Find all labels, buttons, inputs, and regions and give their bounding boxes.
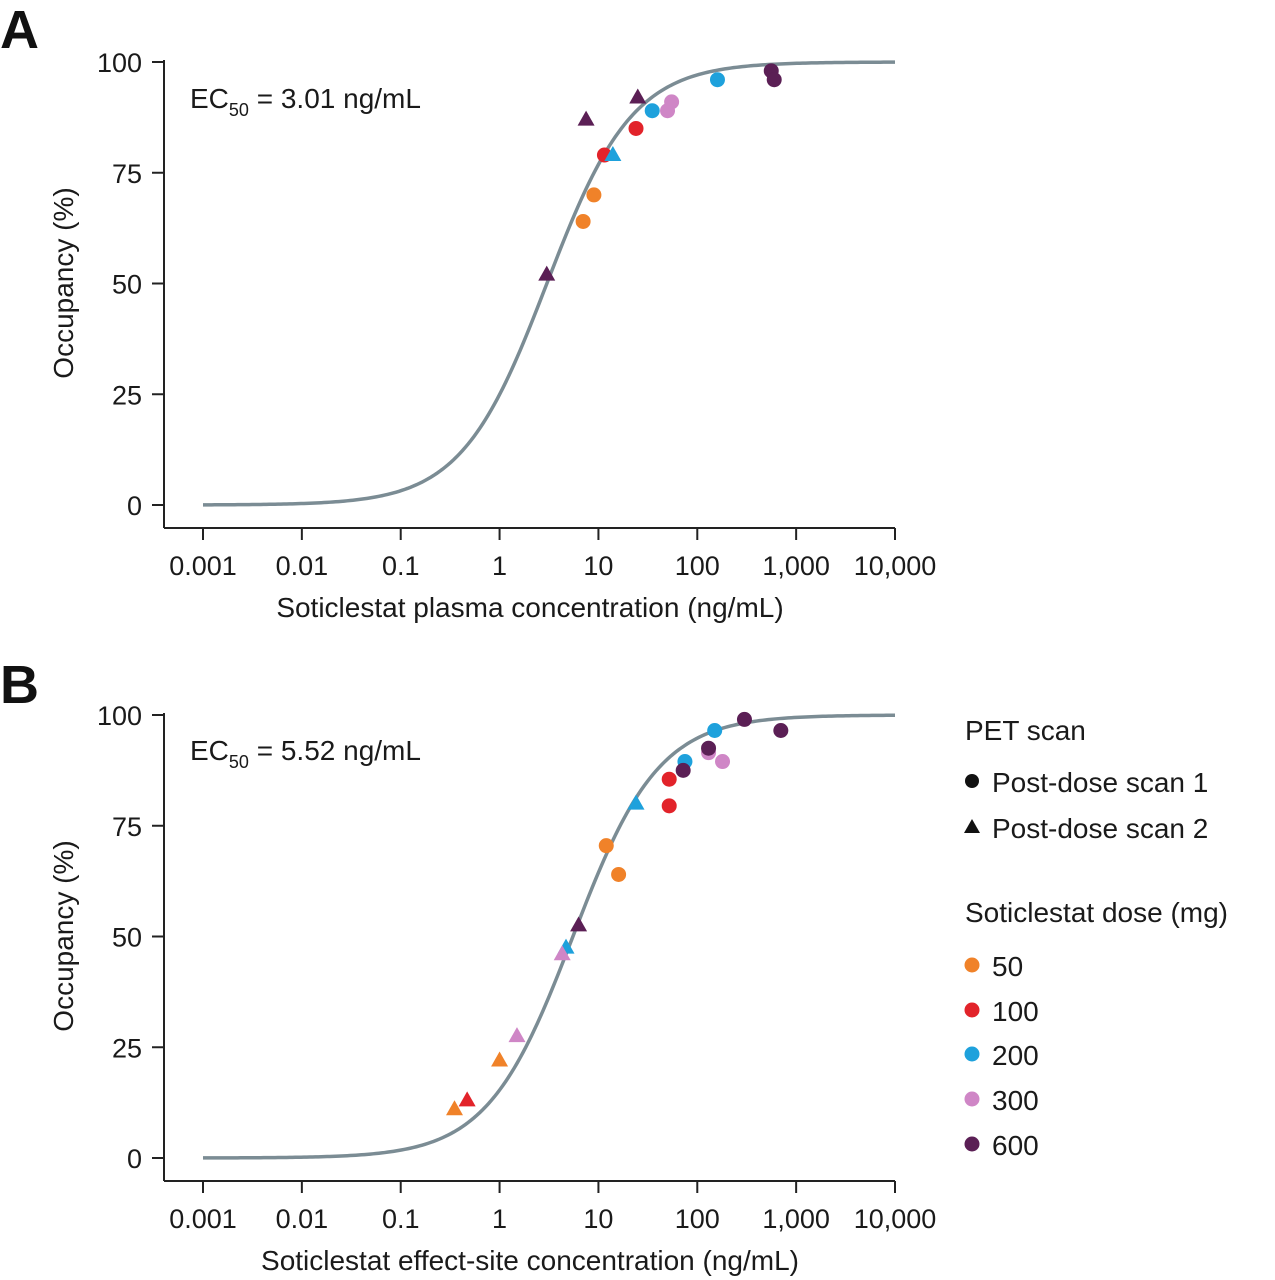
panel-a-ec50-prefix: EC [190,83,229,114]
panel-b-point-circle [701,740,717,756]
legend-dose-50-label: 50 [992,951,1023,982]
panel-b-point-circle [661,798,677,814]
legend-dose-600-marker [964,1136,980,1152]
panel-a-y-tick-label: 0 [127,491,142,521]
panel-b-y-tick-label: 75 [112,812,142,842]
legend-dose-200-marker [964,1046,980,1062]
panel-a-point-circle [709,72,725,88]
panel-b-x-tick-label: 1 [492,1204,507,1234]
panel-a-point-circle [586,187,602,203]
legend-scan-2-label: Post-dose scan 2 [992,813,1208,844]
panel-b-x-tick-label: 100 [675,1204,720,1234]
legend-dose-600-label: 600 [992,1130,1039,1161]
panel-b-point-triangle [445,1100,463,1116]
panel-a-y-tick-label: 50 [112,270,142,300]
panel-a-point-triangle [538,265,556,281]
panel-a-label: A [0,0,39,60]
legend-dose-200-label: 200 [992,1040,1039,1071]
panel-b-point-circle [736,711,752,727]
panel-a-y-tick-label: 100 [97,48,142,78]
panel-a-point-circle [644,103,660,119]
panel-b-point-triangle [508,1027,526,1043]
panel-a-ec50-sub: 50 [229,100,249,120]
panel-b-x-tick-label: 10,000 [854,1204,937,1234]
panel-a-point-triangle [604,146,622,162]
legend-dose-300-label: 300 [992,1085,1039,1116]
panel-a-x-tick-label: 1,000 [762,551,830,581]
legend-triangle-marker [964,819,980,833]
panel-a-point-triangle [629,88,647,104]
panel-a: A EC50 = 3.01 ng/mL Soticlestat plasma c… [0,0,936,623]
panel-a-point-circle [575,213,591,229]
panel-b-y-tick-label: 100 [97,701,142,731]
panel-b-point-triangle [458,1091,476,1107]
panel-b-point-circle [661,771,677,787]
panel-a-x-tick-label: 10 [583,551,613,581]
panel-b-y-tick-label: 50 [112,923,142,953]
panel-b-point-circle [773,723,789,739]
legend-dose-50-marker [964,957,980,973]
panel-b-point-circle [611,866,627,882]
panel-a-ec50: EC50 = 3.01 ng/mL [190,83,421,120]
panel-a-point-circle [766,72,782,88]
panel-a-x-tick-label: 0.1 [382,551,420,581]
panel-a-y-tick-label: 25 [112,380,142,410]
panel-b-point-triangle [570,916,588,932]
panel-a-fit-curve [202,60,896,507]
panel-b-x-tick-label: 0.1 [382,1204,420,1234]
panel-b-x-tick-label: 1,000 [762,1204,830,1234]
panel-a-point-circle [664,94,680,110]
panel-a-x-axis-label: Soticlestat plasma concentration (ng/mL) [276,592,783,623]
panel-a-y-axis-label: Occupancy (%) [48,187,79,378]
panel-b-label: B [0,655,39,715]
legend-dose-100-marker [964,1002,980,1018]
panel-b-fit-curve [202,713,896,1160]
panel-b-ec50-sub: 50 [229,752,249,772]
panel-b-point-circle [675,762,691,778]
legend-dose-100-label: 100 [992,996,1039,1027]
legend-circle-marker [965,774,979,788]
legend-dose-300-marker [964,1091,980,1107]
panel-b: B EC50 = 5.52 ng/mL Soticlestat effect-s… [0,655,936,1276]
panel-b-x-tick-label: 10 [583,1204,613,1234]
panel-b-x-tick-label: 0.01 [276,1204,329,1234]
panel-b-point-circle [707,723,723,739]
panel-a-y-tick-label: 75 [112,159,142,189]
panel-a-point-circle [628,120,644,136]
panel-a-x-tick-label: 0.001 [169,551,237,581]
legend-scan-title: PET scan [965,715,1086,746]
panel-b-x-axis-label: Soticlestat effect-site concentration (n… [261,1245,799,1276]
panel-a-point-triangle [577,110,595,126]
panel-b-ec50-prefix: EC [190,735,229,766]
panel-b-y-tick-label: 25 [112,1033,142,1063]
panel-a-ec50-text: = 3.01 ng/mL [249,83,421,114]
panel-b-point-triangle [553,945,571,961]
panel-b-point-triangle [491,1051,509,1067]
panel-b-ec50: EC50 = 5.52 ng/mL [190,735,421,772]
legend: PET scan Post-dose scan 1 Post-dose scan… [964,715,1228,1161]
panel-b-point-circle [598,838,614,854]
panel-b-y-tick-label: 0 [127,1144,142,1174]
panel-b-point-triangle [627,794,645,810]
panel-a-x-tick-label: 0.01 [276,551,329,581]
panel-a-x-tick-label: 100 [675,551,720,581]
panel-b-ec50-text: = 5.52 ng/mL [249,735,421,766]
panel-b-point-circle [715,754,731,770]
panel-b-y-axis-label: Occupancy (%) [48,840,79,1031]
legend-scan-1-label: Post-dose scan 1 [992,767,1208,798]
legend-dose-title: Soticlestat dose (mg) [965,897,1228,928]
panel-b-x-tick-label: 0.001 [169,1204,237,1234]
panel-a-x-tick-label: 1 [492,551,507,581]
panel-a-x-tick-label: 10,000 [854,551,937,581]
